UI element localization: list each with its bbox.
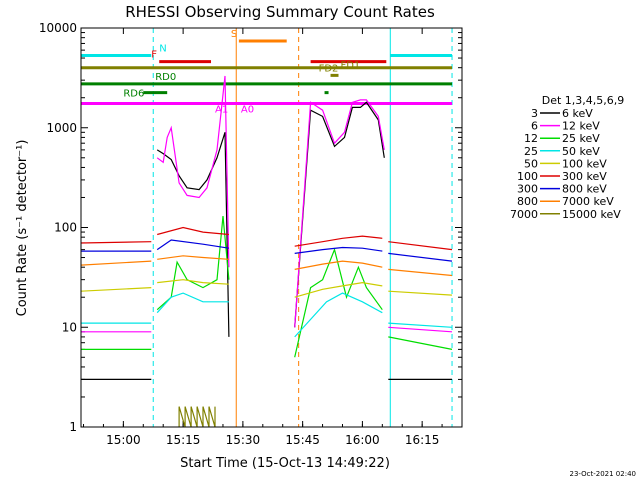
flag-label-fd1: FD1 (340, 61, 360, 72)
series-line-5 (388, 241, 453, 251)
flag-label-rd0: RD0 (155, 72, 176, 83)
series-line-7 (294, 260, 383, 270)
series-line-4 (294, 281, 383, 298)
x-tick-label: 15:15 (166, 433, 201, 447)
series-line-0 (294, 101, 385, 328)
series-line-3 (294, 292, 383, 338)
legend-label-low: 25 (524, 145, 538, 158)
flag-label-fd2: FD2 (319, 63, 339, 74)
legend-label-high: 800 keV (562, 183, 607, 196)
legend-label-high: 50 keV (562, 145, 600, 158)
legend-label-low: 300 (517, 183, 538, 196)
legend-label-low: 50 (524, 157, 538, 170)
series-line-5 (80, 241, 152, 244)
legend-label-high: 12 keV (562, 120, 600, 133)
flag-label-rd6: RD6 (123, 89, 144, 100)
legend-label-high: 300 keV (562, 170, 607, 183)
series-line-6 (388, 252, 453, 262)
legend-label-low: 100 (517, 170, 538, 183)
x-tick-label: 15:45 (285, 433, 320, 447)
flag-label-n: N (159, 44, 166, 55)
y-axis-label: Count Rate (s⁻¹ detector⁻¹) (15, 140, 30, 317)
series-line-1 (156, 75, 230, 268)
series-line-4 (157, 279, 229, 285)
plot-area: 15:00 15:15 15:30 15:45 16:00 16:15 1 10 100 1000… (39, 21, 463, 447)
series-line-3 (156, 292, 229, 314)
legend-label-low: 6 (531, 120, 538, 133)
legend-label-high: 15000 keV (562, 208, 621, 221)
legend-label-low: 800 (517, 195, 538, 208)
legend-label-high: 6 keV (562, 107, 593, 120)
series-line-6 (156, 239, 229, 251)
legend-label-low: 3 (531, 107, 538, 120)
series-line-4 (80, 287, 152, 292)
series-line-5 (157, 226, 229, 236)
series-line-7 (388, 268, 453, 277)
legend-label-high: 100 keV (562, 157, 607, 170)
series-line-7 (157, 255, 229, 260)
series-line-1 (388, 326, 453, 333)
x-tick-label: 15:00 (106, 433, 141, 447)
flag-label-s: S (231, 29, 237, 40)
series-line-0 (156, 132, 230, 337)
series-line-7 (80, 260, 152, 266)
flag-label-f: F (151, 50, 157, 61)
chart-title: RHESSI Observing Summary Count Rates (125, 3, 435, 21)
y-tick-label: 10 (62, 320, 77, 334)
series-line-6 (294, 246, 383, 254)
legend-label-high: 7000 keV (562, 195, 614, 208)
x-tick-label: 16:00 (345, 433, 380, 447)
y-tick-label: 100 (54, 221, 77, 235)
legend-label-low: 12 (524, 132, 538, 145)
series-line-3 (388, 322, 453, 328)
legend: 3 6 keV 6 12 keV 12 25 keV 25 50 keV 50 100 keV 10… (510, 107, 621, 221)
x-axis-label: Start Time (15-Oct-13 14:49:22) (180, 456, 390, 471)
series-line-1 (294, 99, 385, 328)
y-tick-label: 1 (69, 420, 77, 434)
x-tick-label: 15:30 (226, 433, 261, 447)
series-line-2 (294, 247, 383, 358)
series-line-2 (388, 336, 453, 350)
legend-title: Det 1,3,4,5,6,9 (542, 94, 625, 107)
y-tick-label: 1000 (46, 121, 77, 135)
series-line-2 (156, 216, 230, 311)
series-line-8 (178, 406, 216, 428)
y-tick-label: 10000 (39, 21, 77, 35)
series-line-4 (388, 290, 453, 296)
footer-date: 23-Oct-2021 02:40 (570, 470, 636, 478)
x-tick-label: 16:15 (405, 433, 440, 447)
legend-label-high: 25 keV (562, 132, 600, 145)
plot-frame (80, 27, 463, 428)
series-line-5 (294, 235, 383, 247)
legend-label-low: 7000 (510, 208, 538, 221)
flag-label-a0: A0 (241, 105, 254, 116)
